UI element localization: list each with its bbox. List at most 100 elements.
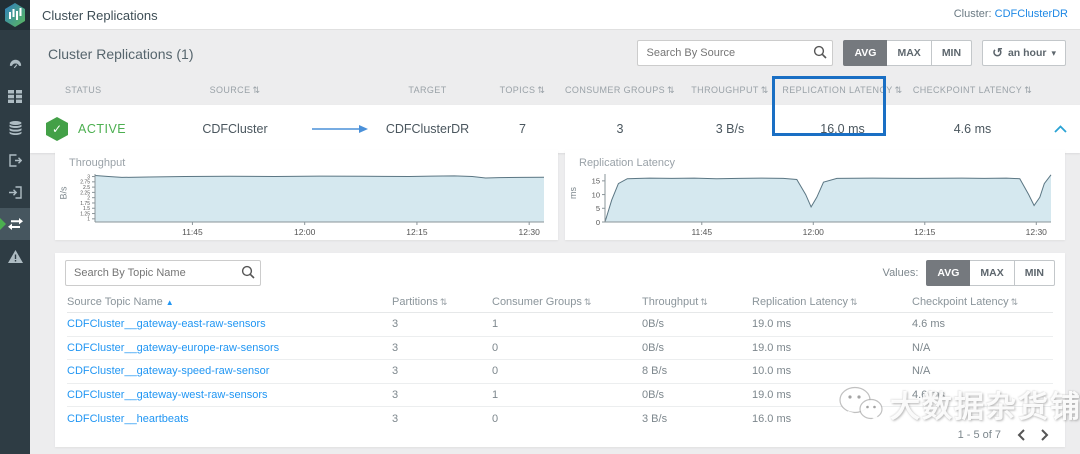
next-page-button[interactable] <box>1041 429 1049 441</box>
svg-text:12:30: 12:30 <box>1026 227 1048 237</box>
topics-count: 7 <box>519 122 526 136</box>
replication-latency-value: 19.0 ms <box>752 318 792 331</box>
search-icon <box>241 265 255 279</box>
source-search <box>637 40 834 66</box>
topics-table-header: Source Topic Name ▲ Partitions ⇅ Consumer … <box>67 291 1053 313</box>
swap-arrows-icon <box>7 218 23 230</box>
max-button[interactable]: MAX <box>887 40 932 66</box>
active-indicator <box>0 217 6 231</box>
svg-text:1.25: 1.25 <box>80 211 90 217</box>
values-min-button[interactable]: MIN <box>1014 260 1055 286</box>
time-range-dropdown[interactable]: ↺ an hour ▾ <box>982 40 1066 66</box>
col-checkpoint-latency[interactable]: Checkpoint Latency ⇅ <box>912 295 1019 308</box>
sign-in-icon <box>9 185 22 199</box>
sidebar-item-brokers[interactable] <box>0 112 30 144</box>
svg-text:1: 1 <box>87 217 90 223</box>
col-source-topic-name[interactable]: Source Topic Name ▲ <box>67 295 174 308</box>
col-throughput[interactable]: Throughput ⇅ <box>642 295 708 308</box>
prev-page-button[interactable] <box>1017 429 1025 441</box>
svg-text:2.75: 2.75 <box>80 180 90 186</box>
svg-text:15: 15 <box>592 177 600 186</box>
col-replication-latency[interactable]: Replication Latency ⇅ <box>752 295 858 308</box>
status-cell: ✓ ACTIVE <box>30 117 160 141</box>
sort-icon: ⇅ <box>700 296 708 307</box>
hexagon-logo-icon <box>5 3 25 27</box>
sidebar-item-overview[interactable] <box>0 48 30 80</box>
gauge-icon <box>9 59 21 68</box>
min-button[interactable]: MIN <box>931 40 973 66</box>
values-toggle-wrap: Values: AVG MAX MIN <box>883 260 1055 286</box>
topic-search-input[interactable] <box>65 260 261 286</box>
table-row: CDFCluster__gateway-east-raw-sensors 3 1… <box>67 313 1053 337</box>
topic-name-link[interactable]: CDFCluster__heartbeats <box>67 412 189 425</box>
replication-latency-value: 16.0 ms <box>752 412 792 425</box>
partitions-value: 3 <box>392 412 399 425</box>
sort-icon: ⇅ <box>760 84 769 95</box>
active-check-icon: ✓ <box>46 117 68 141</box>
chevron-right-icon <box>1041 429 1049 441</box>
source-cluster: CDFCluster <box>202 122 268 136</box>
sidebar-item-alerts[interactable] <box>0 240 30 272</box>
svg-text:2.25: 2.25 <box>80 190 90 196</box>
throughput-value: 3 B/s <box>642 412 668 425</box>
col-consumer-groups[interactable]: Consumer Groups ⇅ <box>492 295 592 308</box>
col-throughput[interactable]: THROUGHPUT ⇅ <box>691 84 769 95</box>
svg-text:1.75: 1.75 <box>80 201 90 207</box>
throughput-chart[interactable]: 1 1.25 1.5 1.75 2 2.25 2.5 2.75 3 11:45 12:00 12:15… <box>69 170 550 238</box>
search-icon <box>814 45 828 59</box>
checkpoint-latency-value: N/A <box>912 365 931 378</box>
panel-title: Cluster Replications (1) <box>48 46 194 62</box>
consumer-groups-value: 1 <box>492 388 499 401</box>
chevron-up-icon <box>1053 125 1067 133</box>
replication-latency-chart[interactable]: 0 5 10 15 11:45 12:00 12:15 12:30 <box>579 170 1057 238</box>
sort-icon: ⇅ <box>583 296 592 307</box>
sort-icon: ⇅ <box>850 296 858 307</box>
col-replication-latency[interactable]: REPLICATION LATENCY ⇅ <box>782 84 903 95</box>
topic-name-link[interactable]: CDFCluster__gateway-west-raw-sensors <box>67 388 268 401</box>
col-consumer-groups[interactable]: CONSUMER GROUPS ⇅ <box>565 84 675 95</box>
svg-text:12:00: 12:00 <box>803 227 825 237</box>
col-source[interactable]: SOURCE ⇅ <box>209 84 261 95</box>
replication-latency-value: 19.0 ms <box>752 388 792 401</box>
avg-button[interactable]: AVG <box>843 40 888 66</box>
page-title: Cluster Replications <box>42 8 158 23</box>
col-partitions[interactable]: Partitions ⇅ <box>392 295 448 308</box>
sidebar-item-producers[interactable] <box>0 144 30 176</box>
panel-controls: AVG MAX MIN ↺ an hour ▾ <box>637 40 1066 66</box>
sidebar-item-topics[interactable] <box>0 80 30 112</box>
table-row: CDFCluster__heartbeats 3 0 3 B/s 16.0 ms <box>67 407 1053 431</box>
svg-text:10: 10 <box>592 190 600 199</box>
cluster-label: Cluster: <box>953 8 992 20</box>
throughput-value: 0B/s <box>642 318 665 331</box>
table-row: CDFCluster__gateway-europe-raw-sensors 3… <box>67 337 1053 360</box>
sidebar-item-consumers[interactable] <box>0 176 30 208</box>
sidebar-item-replications[interactable] <box>0 208 30 240</box>
topic-name-link[interactable]: CDFCluster__gateway-east-raw-sensors <box>67 318 266 331</box>
topics-table-card: Values: AVG MAX MIN Source Topic Name▲ P… <box>55 253 1065 447</box>
values-avg-button[interactable]: AVG <box>926 260 971 286</box>
col-checkpoint-latency[interactable]: CHECKPOINT LATENCY ⇅ <box>912 84 1033 95</box>
cluster-selector[interactable]: Cluster: CDFClusterDR <box>954 8 1068 20</box>
replication-row[interactable]: ✓ ACTIVE CDFCluster CDFClusterDR 7 3 3 B… <box>30 105 1080 153</box>
topic-name-link[interactable]: CDFCluster__gateway-speed-raw-sensor <box>67 365 270 378</box>
values-max-button[interactable]: MAX <box>970 260 1015 286</box>
chart-title: Replication Latency <box>579 157 676 169</box>
cluster-name-link[interactable]: CDFClusterDR <box>994 8 1068 20</box>
source-search-input[interactable] <box>637 40 834 66</box>
topic-search <box>65 260 261 286</box>
throughput-value: 0B/s <box>642 388 665 401</box>
throughput-chart-card: Throughput B/s 1 1.25 1.5 1.75 2 2.25 2.5 2.75 3… <box>55 150 558 240</box>
svg-text:2: 2 <box>87 196 90 202</box>
app-logo[interactable] <box>0 0 30 30</box>
main-content: Cluster Replications (1) AVG MAX MIN ↺ a… <box>30 30 1080 454</box>
y-axis-label: ms <box>568 187 578 199</box>
warning-icon <box>7 249 23 263</box>
topic-name-link[interactable]: CDFCluster__gateway-europe-raw-sensors <box>67 341 280 354</box>
svg-text:12:15: 12:15 <box>406 227 428 237</box>
svg-text:12:00: 12:00 <box>294 227 316 237</box>
status-badge: ACTIVE <box>78 122 127 136</box>
target-cluster: CDFClusterDR <box>385 122 470 136</box>
col-topics[interactable]: TOPICS ⇅ <box>499 84 546 95</box>
checkpoint-latency-value: 4.6 ms <box>953 122 992 136</box>
collapse-row-button[interactable] <box>1040 125 1080 133</box>
